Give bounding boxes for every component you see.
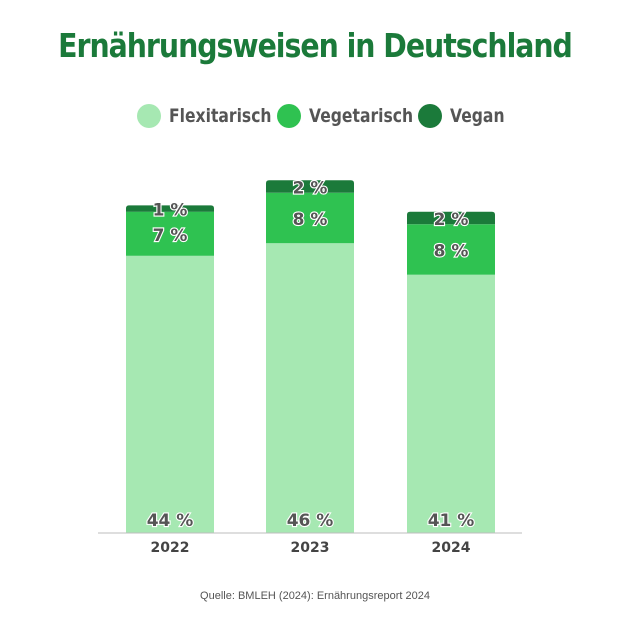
legend-swatch-vegetarisch bbox=[277, 104, 301, 128]
legend-label-vegetarisch: Vegetarisch bbox=[309, 105, 414, 127]
source-note: Quelle: BMLEH (2024): Ernährungsreport 2… bbox=[200, 590, 430, 602]
data-label-flexitarisch-2024: 41 % bbox=[428, 511, 475, 531]
data-label-vegetarisch-2024: 8 % bbox=[434, 242, 469, 262]
bar-segment-vegetarisch-2024 bbox=[407, 224, 495, 275]
legend-item-vegetarisch: Vegetarisch bbox=[277, 100, 436, 132]
bar-segment-flexitarisch-2024 bbox=[407, 274, 495, 533]
x-tick-label-2023: 2023 bbox=[291, 540, 330, 556]
legend-label-vegan: Vegan bbox=[450, 105, 505, 127]
legend-swatch-vegan bbox=[418, 104, 442, 128]
legend-swatch-flexitarisch bbox=[137, 104, 161, 128]
data-label-vegetarisch-2022: 7 % bbox=[153, 226, 188, 246]
bar-segment-flexitarisch-2022 bbox=[126, 255, 214, 534]
bar-segment-vegetarisch-2023 bbox=[266, 192, 354, 244]
data-label-vegan-2024: 2 % bbox=[434, 210, 469, 230]
legend-item-flexitarisch: Flexitarisch bbox=[137, 100, 294, 132]
bar-segment-vegan-2023 bbox=[266, 180, 354, 193]
x-tick-label-2024: 2024 bbox=[432, 540, 471, 556]
legend-label-flexitarisch: Flexitarisch bbox=[169, 105, 272, 127]
data-label-vegan-2023: 2 % bbox=[293, 179, 328, 199]
data-label-flexitarisch-2022: 44 % bbox=[147, 511, 194, 531]
data-label-vegetarisch-2023: 8 % bbox=[293, 210, 328, 230]
x-tick-label-2022: 2022 bbox=[151, 540, 190, 556]
bar-segment-vegan-2024 bbox=[407, 211, 495, 225]
bar-segment-vegetarisch-2022 bbox=[126, 211, 214, 256]
data-label-flexitarisch-2023: 46 % bbox=[287, 511, 334, 531]
chart-legend: Flexitarisch Vegetarisch Vegan bbox=[0, 100, 630, 132]
chart-title: Ernährungsweisen in Deutschland bbox=[58, 26, 573, 65]
bar-segment-flexitarisch-2023 bbox=[266, 243, 354, 533]
legend-item-vegan: Vegan bbox=[418, 100, 517, 132]
bar-segment-vegan-2022 bbox=[126, 205, 214, 212]
data-label-vegan-2022: 1 % bbox=[153, 201, 188, 221]
